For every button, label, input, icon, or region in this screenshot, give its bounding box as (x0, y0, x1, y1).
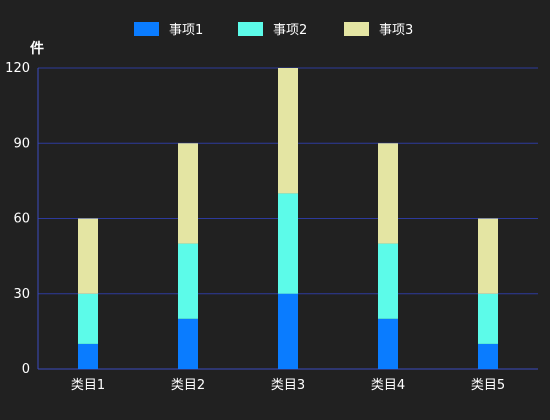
bar-segment (78, 218, 98, 294)
bar-segment (478, 218, 498, 294)
legend-label: 事项3 (379, 23, 413, 38)
bar-segment (178, 143, 198, 244)
x-tick-label: 类目5 (471, 378, 505, 393)
bar-segment (278, 193, 298, 294)
bar-segment (478, 343, 498, 369)
x-tick-label: 类目3 (271, 378, 305, 393)
x-tick-label: 类目4 (371, 378, 405, 393)
legend-swatch (344, 22, 369, 36)
bar-segment (78, 343, 98, 369)
legend-swatch (238, 22, 263, 36)
y-tick-label: 0 (22, 362, 30, 377)
bar-segment (178, 318, 198, 369)
y-tick-label: 90 (13, 136, 30, 151)
legend-swatch (134, 22, 159, 36)
legend-label: 事项1 (169, 23, 203, 38)
y-tick-label: 30 (13, 287, 30, 302)
legend: 事项1 事项2 事项3 (134, 22, 413, 38)
y-axis-label: 件 (30, 40, 44, 57)
bar-segment (178, 243, 198, 319)
legend-label: 事项2 (273, 23, 307, 38)
bar-segment (378, 318, 398, 369)
bar-segment (278, 68, 298, 194)
y-axis-ticks: 0 30 60 90 120 (5, 61, 30, 377)
y-tick-label: 60 (13, 212, 30, 227)
x-tick-label: 类目1 (71, 378, 105, 393)
bar-segment (378, 143, 398, 244)
bar-segment (478, 293, 498, 344)
y-tick-label: 120 (5, 61, 30, 76)
bar-segment (78, 293, 98, 344)
bar-segment (378, 243, 398, 319)
bars (78, 68, 498, 369)
bar-segment (278, 293, 298, 369)
x-axis-ticks: 类目1 类目2 类目3 类目4 类目5 (71, 378, 505, 393)
x-tick-label: 类目2 (171, 378, 205, 393)
